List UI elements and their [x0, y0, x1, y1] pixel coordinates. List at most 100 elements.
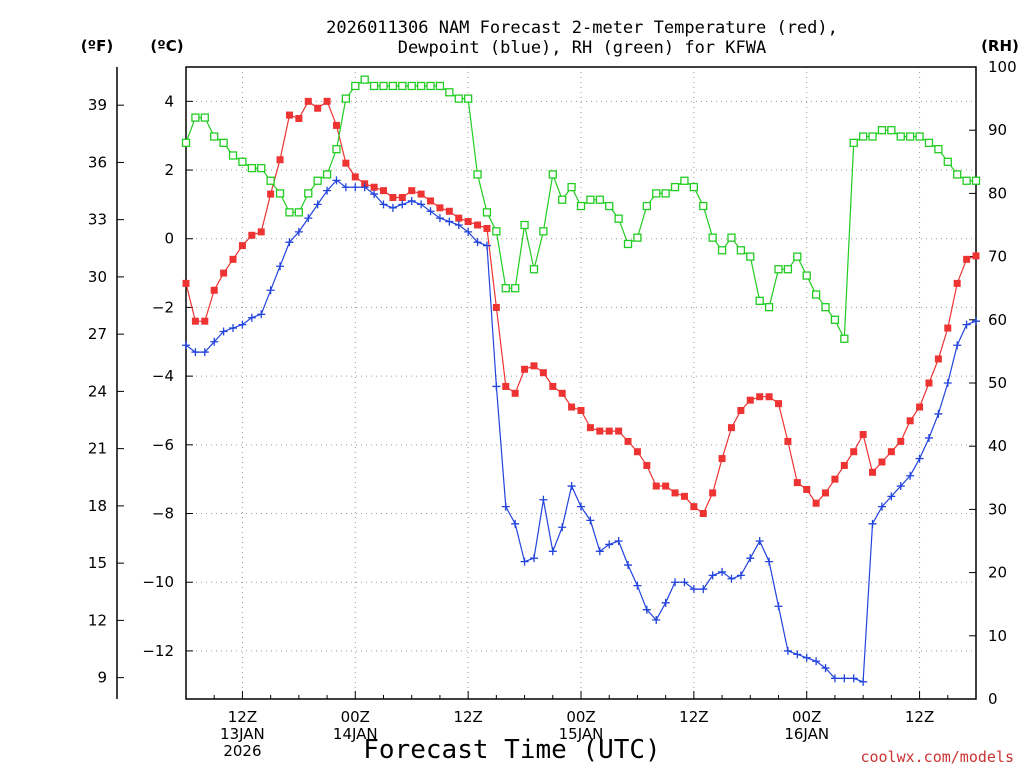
temperature-point — [718, 455, 726, 463]
dewpoint-point — [445, 217, 454, 226]
rh-unit-label: (RH) — [981, 37, 1019, 55]
rh-point — [727, 233, 736, 242]
x-tick-label: 12Z — [679, 708, 708, 726]
temperature-point — [220, 269, 228, 277]
credit-link[interactable]: coolwx.com/models — [860, 748, 1014, 766]
dewpoint-point — [313, 200, 322, 209]
temperature-point — [765, 393, 773, 401]
temperature-point — [342, 159, 350, 167]
dewpoint-point — [200, 348, 209, 357]
temperature-point — [483, 224, 491, 232]
rh-point — [971, 176, 981, 185]
rh-tick-label: 80 — [988, 184, 1007, 202]
temperature-point — [850, 448, 858, 456]
dewpoint-point — [746, 554, 755, 563]
rh-point — [670, 182, 680, 192]
celsius-tick-label: −8 — [152, 505, 174, 523]
rh-point — [463, 94, 473, 103]
temperature-point — [916, 403, 924, 411]
series-layer — [181, 75, 981, 686]
temperature-point — [925, 379, 933, 387]
dewpoint-point — [896, 482, 905, 491]
rh-point — [689, 182, 699, 192]
rh-point — [407, 81, 416, 91]
rh-point — [511, 284, 520, 293]
rh-point — [840, 334, 849, 343]
rh-point — [285, 208, 294, 217]
celsius-tick-label: 4 — [164, 92, 174, 110]
dewpoint-point — [840, 674, 849, 683]
rh-point — [811, 290, 821, 299]
celsius-tick-label: −12 — [142, 642, 174, 660]
temperature-point — [756, 393, 764, 401]
temperature-point — [436, 204, 444, 212]
dewpoint-point — [783, 646, 792, 655]
dewpoint-point — [332, 176, 341, 185]
temperature-point — [210, 286, 218, 294]
rh-point — [924, 138, 934, 147]
rh-point — [896, 132, 905, 141]
dewpoint-point — [360, 183, 369, 192]
temperature-point — [934, 355, 942, 363]
rh-tick-label: 0 — [988, 690, 998, 708]
rh-tick-label: 10 — [988, 627, 1007, 645]
rh-point — [783, 265, 793, 274]
dewpoint-point — [191, 348, 200, 357]
fahrenheit-tick-label: 33 — [88, 211, 107, 229]
dewpoint-point — [821, 664, 830, 673]
x-tick-label: 00Z 14JAN — [333, 708, 378, 743]
rh-point — [191, 113, 200, 122]
rh-point — [181, 138, 191, 147]
dewpoint-point — [595, 547, 604, 556]
chart-title-line-1: 2026011306 NAM Forecast 2-meter Temperat… — [326, 18, 838, 38]
dewpoint-point — [915, 454, 924, 463]
temperature-point — [709, 489, 717, 497]
dewpoint-point — [520, 557, 529, 566]
rh-point — [915, 132, 924, 141]
dewpoint-point — [943, 379, 952, 387]
temperature-point — [323, 97, 331, 105]
dewpoint-point — [765, 557, 774, 566]
dewpoint-point — [464, 227, 473, 236]
dewpoint-point — [972, 317, 980, 326]
rh-point — [341, 94, 351, 103]
dewpoint-point — [699, 585, 708, 594]
temperature-point — [464, 218, 472, 226]
temperature-point — [474, 221, 482, 229]
dewpoint-point — [304, 214, 313, 223]
dewpoint-point — [229, 324, 238, 333]
fahrenheit-tick-label: 24 — [88, 382, 107, 400]
rh-point — [652, 189, 661, 198]
temperature-point — [577, 406, 585, 414]
x-tick-label: 00Z 16JAN — [784, 708, 829, 743]
rh-point — [906, 132, 915, 141]
dewpoint-point — [802, 653, 811, 662]
dewpoint-point — [614, 537, 623, 545]
dewpoint-point — [210, 337, 219, 346]
temperature-point — [455, 214, 463, 222]
rh-point — [294, 208, 304, 217]
rh-point — [520, 220, 529, 230]
rh-point — [313, 176, 322, 185]
dewpoint-point — [341, 183, 350, 192]
temperature-point — [568, 403, 576, 411]
dewpoint-point — [417, 200, 426, 209]
dewpoint-point — [577, 502, 585, 511]
dewpoint-point — [849, 674, 858, 683]
rh-point — [830, 315, 840, 324]
rh-point — [398, 81, 407, 91]
dewpoint-point — [370, 190, 379, 199]
temperature-point — [671, 489, 679, 497]
temperature-point — [972, 252, 980, 260]
dewpoint-point — [276, 262, 285, 271]
temperature-point — [238, 242, 246, 250]
celsius-tick-label: −6 — [152, 436, 174, 454]
dewpoint-point — [924, 433, 933, 442]
dewpoint-point — [567, 482, 576, 491]
rh-tick-label: 90 — [988, 121, 1007, 139]
dewpoint-point — [435, 214, 444, 223]
rh-point — [633, 233, 642, 242]
rh-point — [539, 227, 548, 236]
temperature-point — [229, 255, 237, 263]
dewpoint-point — [586, 516, 595, 525]
